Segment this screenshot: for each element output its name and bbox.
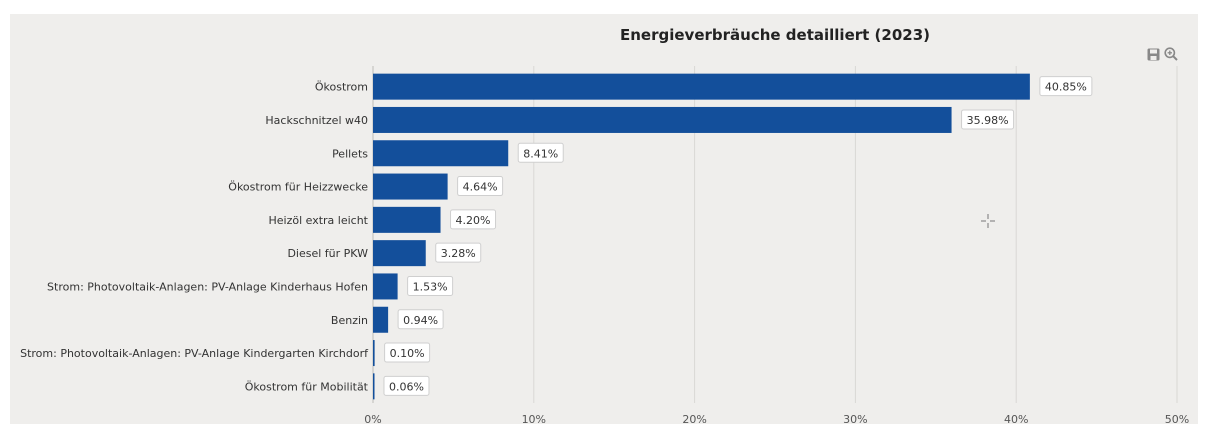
x-tick-labels: 0% 10% 20% 30% 40% 50% [364, 413, 1189, 426]
data-label: 0.94% [397, 309, 444, 330]
category-label: Benzin [331, 314, 368, 327]
data-label-text: 1.53% [413, 280, 448, 293]
x-tick-label: 40% [1004, 413, 1028, 426]
category-label: Ökostrom für Heizzwecke [228, 181, 368, 194]
bar[interactable] [373, 240, 426, 267]
data-label-box [397, 309, 444, 330]
data-label-text: 8.41% [523, 147, 558, 160]
data-label-box [457, 176, 504, 197]
bar[interactable] [373, 73, 1030, 100]
data-label: 35.98% [961, 109, 1015, 130]
data-label-box [450, 209, 497, 230]
category-label: Diesel für PKW [287, 247, 368, 260]
x-tick-label: 20% [682, 413, 706, 426]
category-label: Pellets [332, 147, 368, 160]
category-label: Heizöl extra leicht [268, 214, 368, 227]
category-label: Ökostrom [315, 81, 368, 94]
x-tick-label: 50% [1165, 413, 1189, 426]
bar[interactable] [373, 206, 441, 233]
category-label: Hackschnitzel w40 [265, 114, 368, 127]
bar[interactable] [373, 340, 375, 367]
data-label-box [1039, 76, 1093, 97]
data-label: 3.28% [435, 242, 482, 263]
x-tick-label: 0% [364, 413, 381, 426]
bar[interactable] [373, 373, 375, 400]
data-label-text: 35.98% [967, 114, 1009, 127]
bar[interactable] [373, 140, 509, 167]
data-label-text: 0.06% [389, 380, 424, 393]
data-label-box [384, 342, 431, 363]
data-label: 1.53% [407, 275, 454, 296]
data-labels: 40.85% 35.98% 8.41% 4.64% 4.20% 3.28% 1.53% 0.9… [383, 76, 1093, 396]
zoom-in-icon[interactable] [1164, 47, 1178, 61]
category-label: Ökostrom für Mobilität [245, 380, 369, 393]
data-label-text: 3.28% [441, 247, 476, 260]
data-label: 40.85% [1039, 76, 1093, 97]
save-icon[interactable] [1146, 47, 1160, 61]
x-tick-label: 10% [522, 413, 546, 426]
category-label: Strom: Photovoltaik-Anlagen: PV-Anlage K… [20, 347, 369, 360]
bar[interactable] [373, 306, 389, 333]
data-label: 0.06% [383, 375, 430, 396]
bar[interactable] [373, 106, 952, 133]
data-label-box [407, 275, 454, 296]
data-label-text: 40.85% [1045, 81, 1087, 94]
chart-toolbar [1146, 47, 1178, 61]
bar[interactable] [373, 273, 398, 300]
crosshair-cursor-icon [980, 213, 996, 229]
data-label-box [435, 242, 482, 263]
data-label: 8.41% [517, 142, 564, 163]
bars [373, 73, 1030, 400]
category-labels: Ökostrom Hackschnitzel w40 Pellets Ökostrom… [20, 81, 369, 394]
category-label: Strom: Photovoltaik-Anlagen: PV-Anlage K… [47, 280, 368, 293]
data-label-text: 4.20% [456, 214, 491, 227]
bar[interactable] [373, 173, 448, 200]
data-label-box [383, 375, 430, 396]
data-label-box [961, 109, 1015, 130]
data-label: 4.20% [450, 209, 497, 230]
data-label-text: 4.64% [463, 181, 498, 194]
data-label: 0.10% [384, 342, 431, 363]
data-label-text: 0.10% [390, 347, 425, 360]
data-label-box [517, 142, 564, 163]
data-label: 4.64% [457, 176, 504, 197]
data-label-text: 0.94% [403, 314, 438, 327]
x-tick-label: 30% [843, 413, 867, 426]
chart-title: Energieverbräuche detailliert (2023) [620, 26, 930, 44]
